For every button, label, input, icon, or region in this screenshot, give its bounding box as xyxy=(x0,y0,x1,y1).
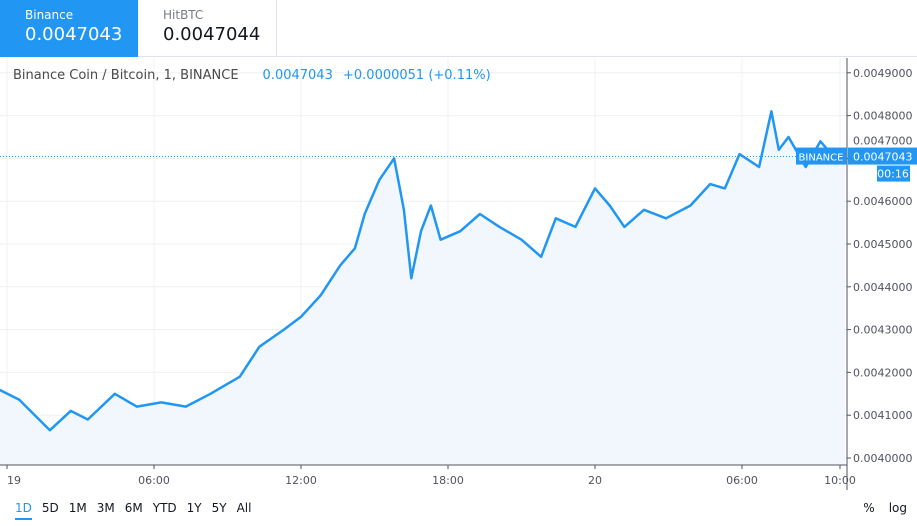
range-1d[interactable]: 1D xyxy=(15,501,32,520)
range-1m[interactable]: 1M xyxy=(68,501,87,515)
y-tick-label: 0.0049000 xyxy=(853,67,913,80)
percent-scale-toggle[interactable]: % xyxy=(863,501,875,515)
log-scale-toggle[interactable]: log xyxy=(888,501,907,515)
area-fill xyxy=(0,111,845,465)
y-tick-label: 0.0043000 xyxy=(853,324,913,337)
exchange-label-bg xyxy=(796,147,847,165)
range-5d[interactable]: 5D xyxy=(41,501,59,515)
range-5y[interactable]: 5Y xyxy=(211,501,227,515)
symbol-title: Binance Coin / Bitcoin, 1, BINANCE xyxy=(13,68,239,83)
y-tick-label: 0.0047000 xyxy=(853,135,913,148)
countdown-label: 00:16 xyxy=(877,168,909,181)
x-tick-label: 06:00 xyxy=(138,474,170,487)
range-ytd[interactable]: YTD xyxy=(152,501,177,515)
range-3m[interactable]: 3M xyxy=(96,501,115,515)
chart-legend: Binance Coin / Bitcoin, 1, BINANCE 0.0047… xyxy=(13,68,491,83)
exchange-price: 0.0047044 xyxy=(163,24,261,45)
y-tick-label: 0.0046000 xyxy=(853,195,913,208)
x-tick-label: 20 xyxy=(588,474,602,487)
y-tick-label: 0.0048000 xyxy=(853,110,913,123)
exchange-price: 0.0047043 xyxy=(25,24,123,45)
range-1y[interactable]: 1Y xyxy=(186,501,202,515)
tab-binance[interactable]: Binance 0.0047043 xyxy=(0,0,138,57)
x-tick-label: 18:00 xyxy=(432,474,464,487)
countdown-bg xyxy=(877,165,910,182)
exchange-name: Binance xyxy=(25,8,74,22)
tab-hitbtc[interactable]: HitBTC 0.0047044 xyxy=(138,0,277,57)
x-tick-label: 12:00 xyxy=(285,474,317,487)
x-tick-label: 19 xyxy=(7,474,21,487)
x-tick-label: 10:00 xyxy=(824,474,856,487)
last-price: 0.0047043 xyxy=(262,68,333,83)
range-6m[interactable]: 6M xyxy=(124,501,143,515)
scale-options: % log xyxy=(849,501,907,515)
range-all[interactable]: All xyxy=(236,501,252,515)
price-chart[interactable]: 0.0040000 0.0041000 0.0042000 0.0043000 0.00… xyxy=(0,58,917,490)
y-tick-label: 0.0041000 xyxy=(853,409,913,422)
y-tick-label: 0.0044000 xyxy=(853,281,913,294)
exchange-tabs: Binance 0.0047043 HitBTC 0.0047044 xyxy=(0,0,917,57)
x-tick-label: 06:00 xyxy=(726,474,758,487)
y-tick-label: 0.0040000 xyxy=(853,452,913,465)
exchange-name: HitBTC xyxy=(163,8,204,22)
y-tick-label: 0.0045000 xyxy=(853,238,913,251)
range-selector: 1D 5D 1M 3M 6M YTD 1Y 5Y All xyxy=(15,501,261,520)
y-tick-label: 0.0042000 xyxy=(853,366,913,379)
price-change: +0.0000051 (+0.11%) xyxy=(343,68,491,83)
price-label-bg xyxy=(848,147,917,165)
exchange-label: BINANCE xyxy=(799,153,844,164)
price-label: 0.0047043 xyxy=(853,151,913,164)
